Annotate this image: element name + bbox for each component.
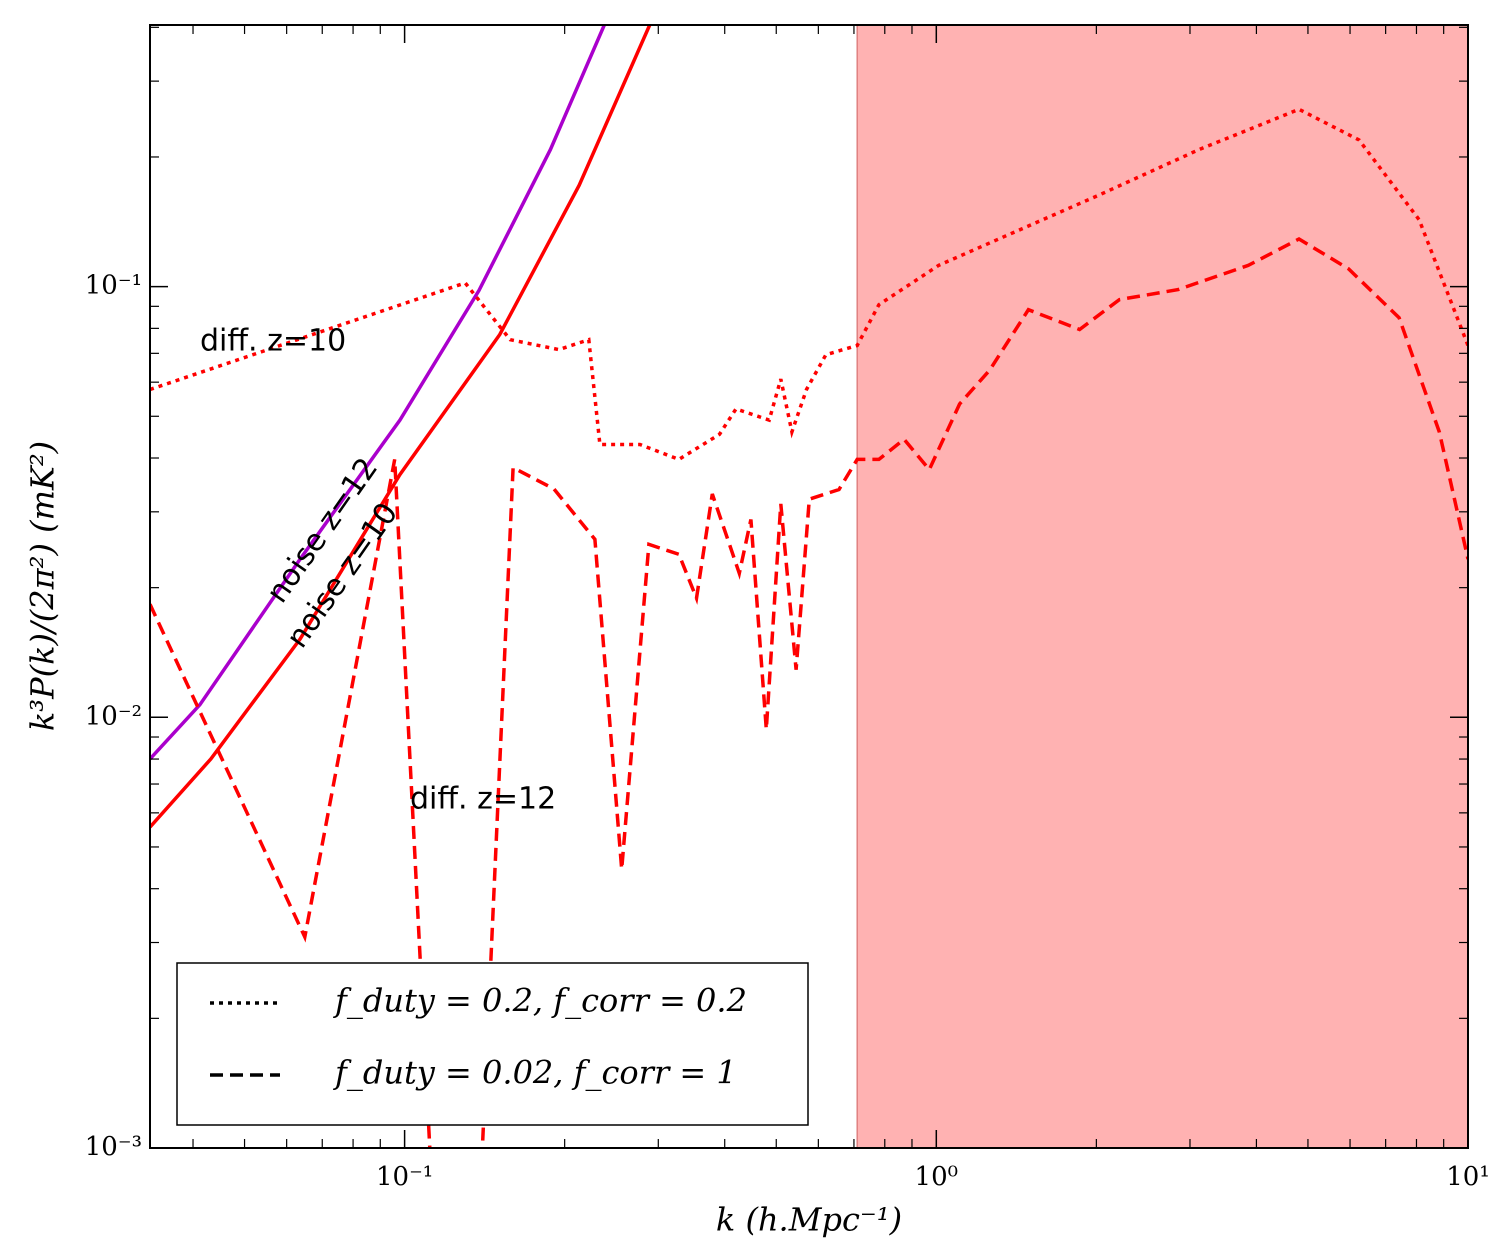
series-line bbox=[150, 25, 606, 761]
y-tick-label: 10⁻³ bbox=[85, 1132, 142, 1162]
x-tick-label: 10⁻¹ bbox=[376, 1162, 433, 1192]
series-line bbox=[150, 236, 1468, 1148]
annotation: diff. z=10 bbox=[200, 324, 346, 359]
y-tick-label: 10⁻² bbox=[85, 701, 142, 731]
y-tick-label: 10⁻¹ bbox=[85, 271, 142, 301]
x-axis-label: k (h.Mpc⁻¹) bbox=[716, 1201, 902, 1239]
plot-area bbox=[150, 25, 1468, 1148]
plot-frame bbox=[149, 24, 1469, 1149]
series-line bbox=[150, 107, 1468, 462]
legend-box bbox=[176, 962, 809, 1126]
annotation: diff. z=12 bbox=[410, 782, 556, 817]
x-tick-label: 10⁰ bbox=[915, 1162, 959, 1192]
y-axis-label: k³P(k)/(2π²) (mK²) bbox=[24, 441, 62, 731]
legend-label: f_duty = 0.02, f_corr = 1 bbox=[333, 1054, 737, 1092]
legend-label: f_duty = 0.2, f_corr = 0.2 bbox=[333, 982, 747, 1020]
x-tick-label: 10¹ bbox=[1446, 1162, 1490, 1192]
shaded-region bbox=[857, 25, 1468, 1148]
series-line bbox=[150, 25, 652, 829]
